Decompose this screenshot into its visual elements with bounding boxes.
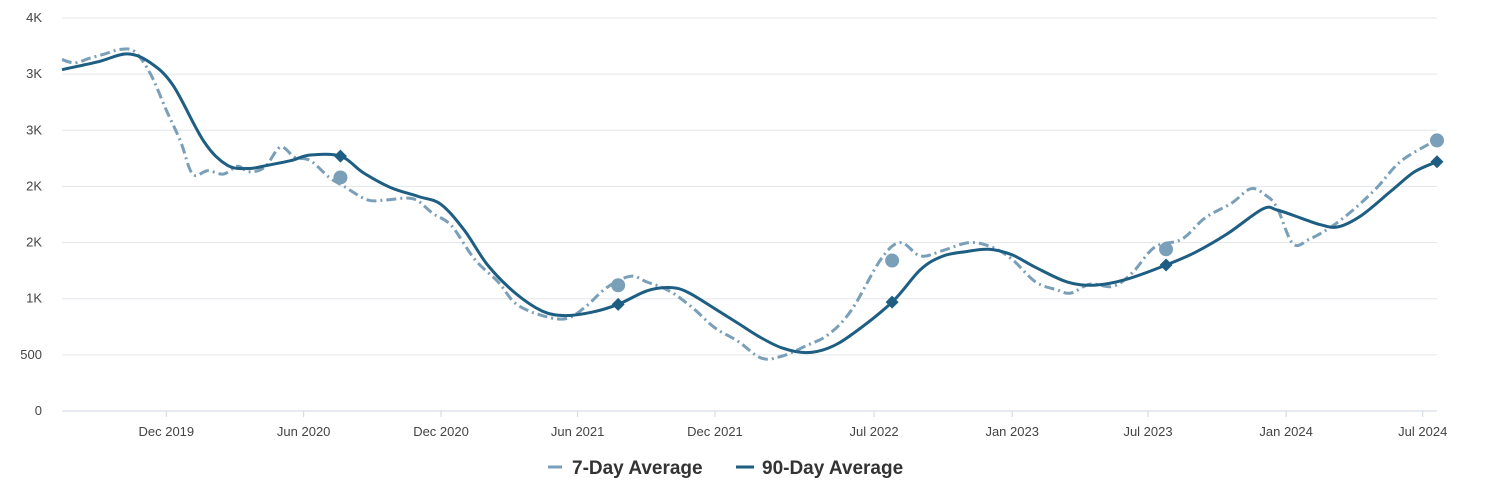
data-point-7-day-average[interactable] [1159, 242, 1174, 257]
data-point-7-day-average[interactable] [333, 170, 348, 185]
x-tick-label: Jun 2021 [551, 424, 605, 439]
legend: 7-Day Average 90-Day Average [548, 458, 903, 479]
x-tick-label: Jul 2023 [1123, 424, 1172, 439]
legend-label: 90-Day Average [762, 458, 903, 479]
data-point-90-day-average[interactable] [1430, 155, 1444, 169]
x-tick-label: Dec 2021 [687, 424, 743, 439]
series-markers [333, 133, 1444, 311]
x-axis: Dec 2019 Jun 2020 Dec 2020 Jun 2021 Dec 2021… [62, 410, 1447, 439]
x-tick-label: Jan 2023 [985, 424, 1039, 439]
data-point-7-day-average[interactable] [885, 253, 900, 268]
data-point-7-day-average[interactable] [1430, 133, 1444, 148]
series-line-90-day-average[interactable] [61, 52, 1438, 355]
data-point-90-day-average[interactable] [333, 149, 347, 163]
data-point-90-day-average[interactable] [885, 295, 899, 309]
y-tick-label: 2K [26, 235, 42, 250]
x-tick-label: Jan 2024 [1259, 424, 1313, 439]
y-axis: 0 500 1K 2K 2K 3K 3K 4K [20, 10, 42, 418]
x-tick-label: Dec 2020 [413, 424, 469, 439]
x-tick-label: Jul 2022 [850, 424, 899, 439]
legend-label: 7-Day Average [572, 458, 703, 479]
x-tick-label: Dec 2019 [138, 424, 194, 439]
series-line-7-day-average[interactable] [61, 47, 1438, 361]
x-tick-label: Jun 2020 [277, 424, 331, 439]
grid-lines [62, 17, 1437, 356]
y-tick-label: 3K [26, 122, 42, 137]
legend-item-90-day-average[interactable]: 90-Day Average [736, 458, 903, 479]
y-tick-label: 2K [26, 178, 42, 193]
y-tick-label: 4K [26, 10, 42, 25]
data-point-90-day-average[interactable] [611, 297, 625, 311]
y-tick-label: 0 [35, 403, 42, 418]
y-tick-label: 3K [26, 66, 42, 81]
series-lines [61, 47, 1438, 361]
data-point-90-day-average[interactable] [1159, 258, 1173, 272]
y-tick-label: 1K [26, 291, 42, 306]
x-tick-label: Jul 2024 [1398, 424, 1447, 439]
y-tick-label: 500 [20, 347, 42, 362]
legend-item-7-day-average[interactable]: 7-Day Average [548, 458, 703, 479]
data-point-7-day-average[interactable] [611, 278, 626, 293]
